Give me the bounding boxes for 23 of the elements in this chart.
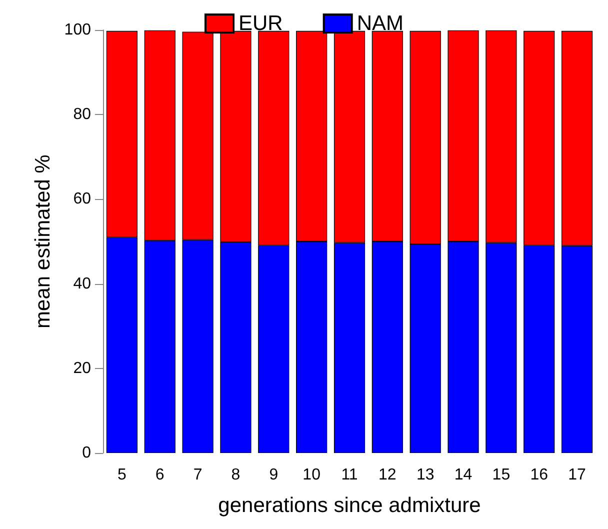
- x-tick-label: 12: [378, 466, 396, 484]
- y-tick-label: 0: [82, 444, 92, 462]
- legend-label: NAM: [356, 12, 404, 35]
- x-tick-label: 8: [231, 466, 240, 484]
- x-tick-label: 9: [269, 466, 278, 484]
- y-axis-title: mean estimated %: [31, 154, 54, 328]
- x-axis-title: generations since admixture: [218, 494, 481, 517]
- x-tick-label: 5: [118, 466, 127, 484]
- y-tick-label: 100: [64, 22, 92, 38]
- x-tick-label: 15: [492, 466, 510, 484]
- x-tick-label: 14: [454, 466, 472, 484]
- legend-label: EUR: [238, 12, 283, 35]
- x-tick-label: 17: [568, 466, 586, 484]
- x-tick-label: 7: [193, 466, 202, 484]
- y-tick-label: 40: [73, 275, 92, 292]
- x-tick-label: 13: [416, 466, 434, 484]
- y-tick-label: 60: [73, 190, 92, 208]
- x-tick-label: 6: [155, 466, 164, 484]
- x-tick-label: 11: [341, 466, 358, 484]
- y-tick-label: 20: [73, 360, 92, 377]
- x-tick-label: 10: [302, 466, 321, 484]
- x-tick-label: 16: [530, 466, 548, 484]
- y-tick-label: 80: [73, 106, 92, 124]
